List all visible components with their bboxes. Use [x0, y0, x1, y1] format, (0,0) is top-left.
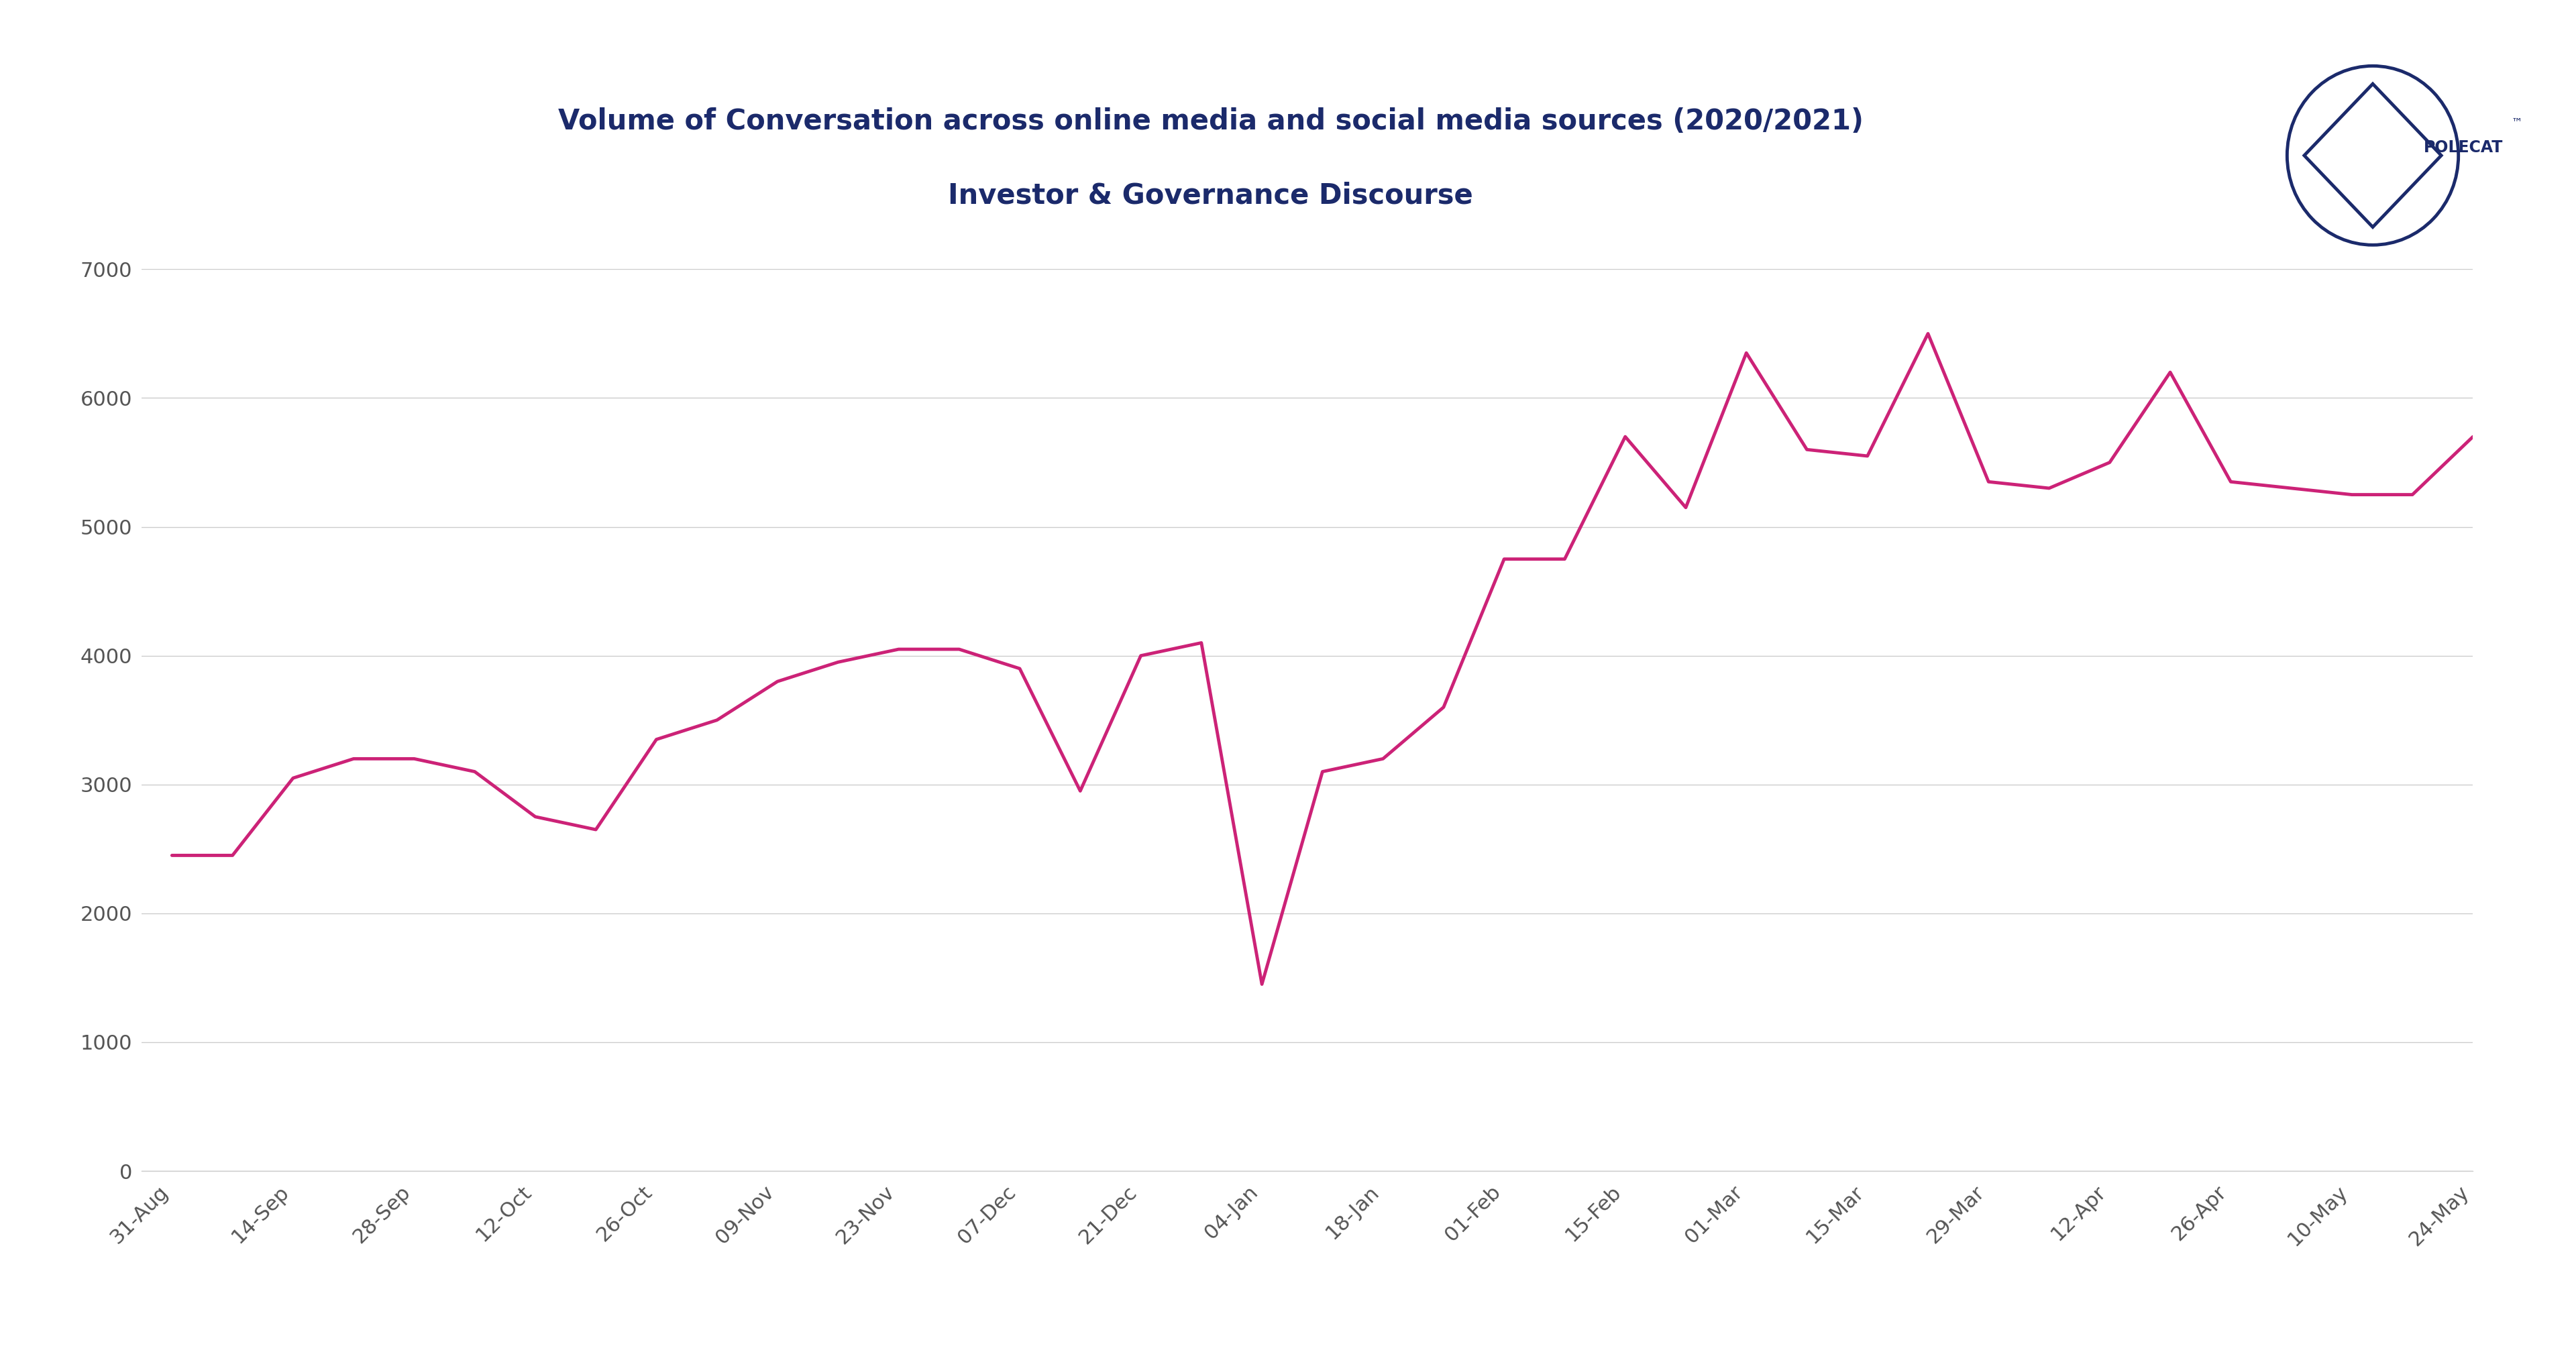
Text: POLECAT: POLECAT — [2424, 140, 2504, 156]
Text: Investor & Governance Discourse: Investor & Governance Discourse — [948, 182, 1473, 209]
Text: ™: ™ — [2512, 116, 2522, 128]
Text: Volume of Conversation across online media and social media sources (2020/2021): Volume of Conversation across online med… — [559, 108, 1862, 135]
